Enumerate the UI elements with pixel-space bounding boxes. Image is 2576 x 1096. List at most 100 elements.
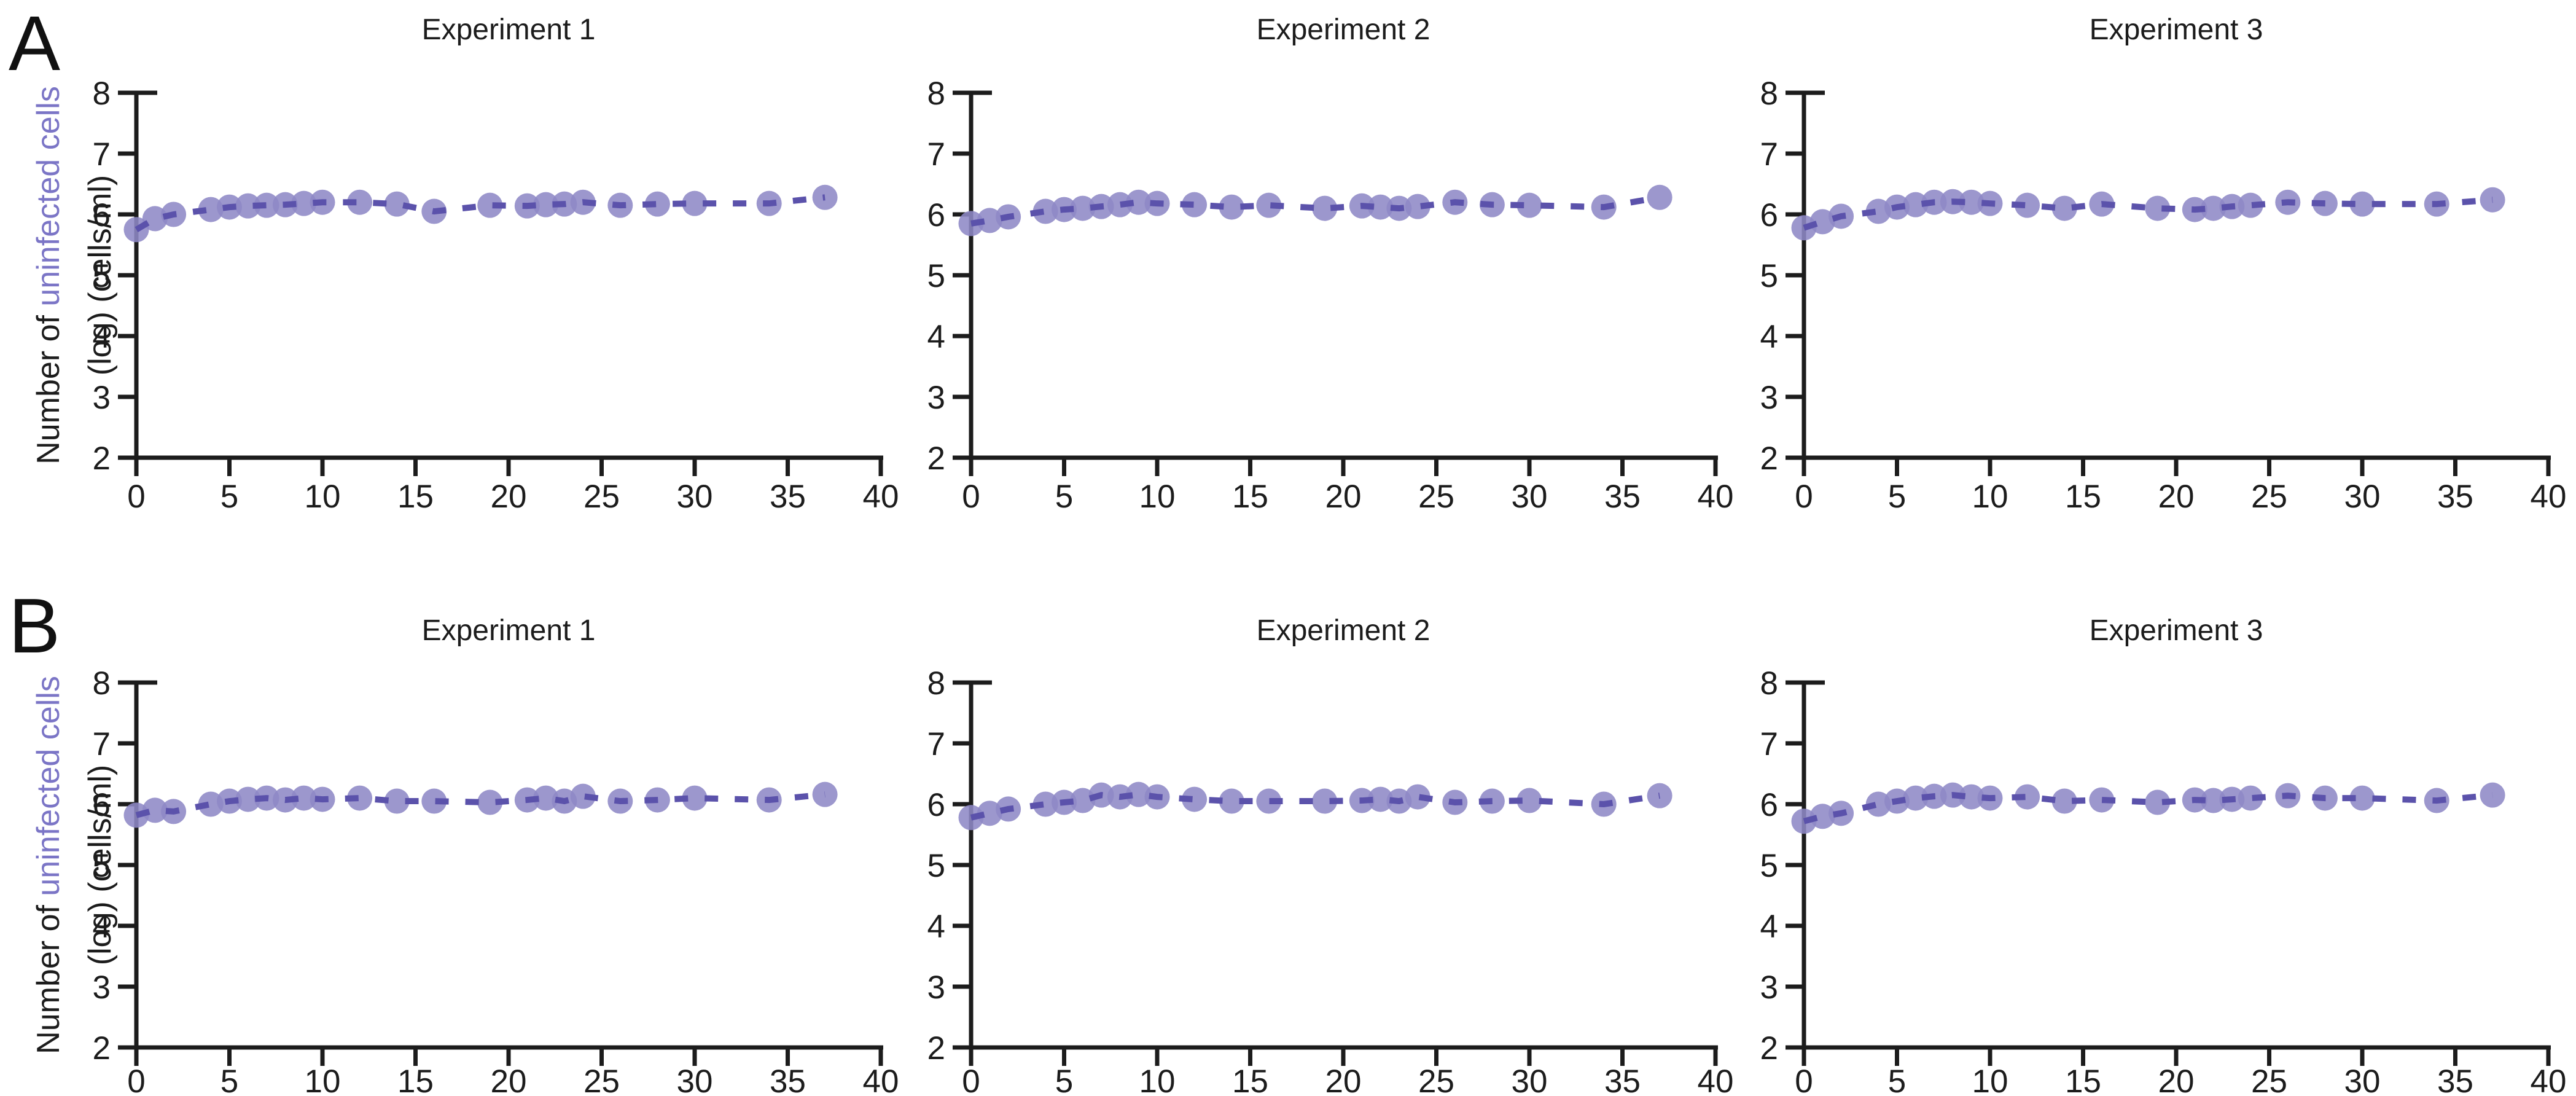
x-tick-label: 20 [2158,1063,2195,1096]
data-point [2201,195,2227,221]
x-tick-label: 10 [305,1063,341,1096]
y-tick-label: 6 [1760,197,1778,233]
y-tick-label: 3 [927,969,945,1006]
data-point [2349,191,2375,217]
data-point [2051,195,2077,221]
data-point [1647,184,1672,210]
panel-B2: Experiment 2 2 3 4 5 6 7 8 0 5 10 15 20 25 30 35 40 [927,614,1734,1096]
data-point [235,786,261,812]
x-tick-label: 35 [2437,1063,2473,1096]
x-tick-label: 5 [221,479,238,515]
data-point [533,785,559,811]
data-point [682,190,708,216]
data-point [1256,788,1282,814]
y-tick-label: 4 [1760,909,1778,945]
data-point [291,785,317,811]
data-point [1312,195,1338,221]
x-tick-label: 30 [2344,1063,2381,1096]
x-tick-label: 5 [1888,1063,1906,1096]
data-point [1405,784,1430,810]
y-tick-label: 6 [93,197,111,233]
data-point [254,192,279,218]
panel-title: Experiment 3 [2090,614,2263,647]
x-tick-label: 15 [1232,479,1268,515]
data-point [421,788,447,814]
x-tick-label: 30 [1512,479,1548,515]
data-point [1903,785,1929,811]
y-tick-label: 2 [1760,440,1778,477]
x-tick-label: 15 [397,1063,434,1096]
panel-title: Experiment 1 [422,14,596,46]
x-tick-label: 35 [770,1063,806,1096]
y-tick-label: 2 [93,1030,111,1067]
trend-line [135,194,825,233]
x-tick-label: 25 [2251,479,2287,515]
y-tick-label: 6 [93,787,111,823]
x-tick-label: 15 [2065,479,2101,515]
x-tick-label: 0 [962,1063,980,1096]
data-point [1903,192,1929,217]
data-point [1368,194,1394,220]
panel-title: Experiment 3 [2090,14,2263,46]
data-point [1032,791,1058,817]
y-tick-label: 7 [1760,726,1778,762]
x-tick-label: 25 [2251,1063,2287,1096]
y-tick-label: 6 [927,197,945,233]
x-tick-label: 30 [1512,1063,1548,1096]
y-tick-label: 8 [927,76,945,112]
y-tick-label: 4 [93,319,111,355]
y-tick-label: 3 [93,380,111,416]
data-point [291,190,317,216]
y-tick-label: 5 [927,258,945,294]
y-tick-label: 5 [1760,258,1778,294]
data-point [1219,788,1244,814]
x-tick-label: 40 [1698,1063,1734,1096]
x-tick-label: 40 [2531,479,2567,515]
data-point [1107,192,1133,217]
data-point [2238,785,2263,811]
x-tick-label: 5 [221,1063,238,1096]
y-tick-label: 5 [93,258,111,294]
y-tick-label: 7 [93,136,111,173]
data-point [384,191,410,217]
x-tick-label: 40 [1698,479,1734,515]
data-point [2201,788,2227,813]
x-tick-label: 25 [1418,479,1454,515]
x-tick-label: 25 [584,1063,620,1096]
data-point [198,197,224,222]
data-point [2349,785,2375,811]
y-tick-label: 2 [1760,1030,1778,1067]
x-tick-label: 35 [1604,479,1641,515]
x-tick-label: 10 [305,479,341,515]
y-axis-label-line2: (log) (cells/ml) [82,175,118,375]
y-axis-label-highlight: uninfected cells [31,676,66,896]
x-tick-label: 0 [127,479,145,515]
y-tick-label: 6 [927,787,945,823]
x-tick-label: 35 [1604,1063,1641,1096]
x-tick-label: 30 [677,1063,713,1096]
data-point [2238,192,2263,218]
x-tick-label: 0 [1795,479,1813,515]
y-axis-label-line2: (log) (cells/ml) [82,765,118,965]
x-tick-label: 10 [1972,1063,2008,1096]
data-point [1126,189,1152,215]
data-point [2015,784,2040,810]
y-tick-label: 2 [927,1030,945,1067]
y-tick-label: 8 [1760,665,1778,702]
x-tick-label: 15 [397,479,434,515]
panel-b-label: B [9,582,61,669]
data-point [1219,194,1244,220]
x-tick-label: 30 [2344,479,2381,515]
data-point [1959,784,1985,810]
y-tick-label: 4 [1760,319,1778,355]
x-tick-label: 20 [491,479,527,515]
data-point [477,192,503,218]
data-point [644,191,670,217]
x-tick-label: 10 [1139,1063,1176,1096]
panel-A2: Experiment 2 2 3 4 5 6 7 8 0 5 10 15 20 25 30 35 40 [927,14,1734,515]
x-tick-label: 5 [1888,479,1906,515]
data-point [1405,194,1430,219]
y-axis-label-prefix: Number of [31,896,66,1054]
y-tick-label: 3 [1760,380,1778,416]
